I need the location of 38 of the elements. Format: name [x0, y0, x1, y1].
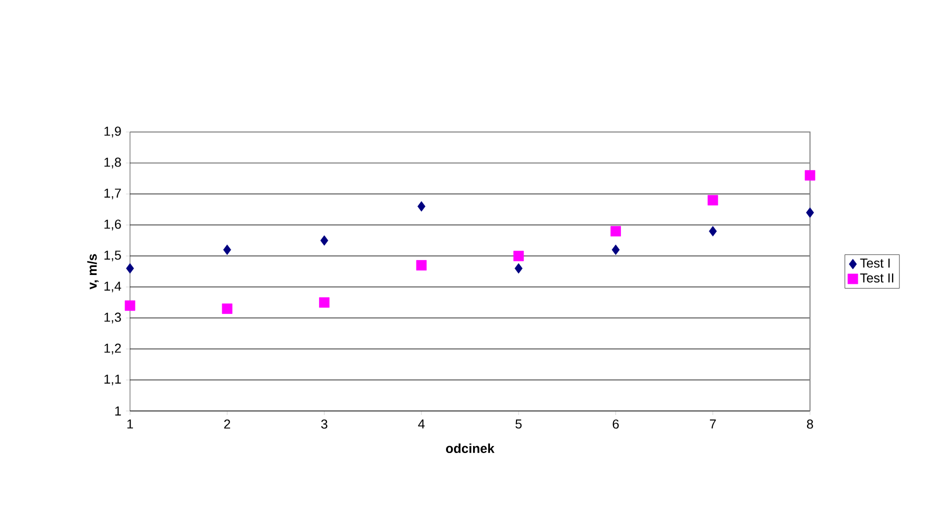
point	[514, 263, 523, 274]
point	[320, 235, 328, 246]
point	[319, 297, 330, 308]
x-tick-label: 1	[127, 420, 133, 428]
y-tick-label: 1,3	[104, 312, 121, 324]
point	[708, 226, 717, 236]
point	[124, 300, 136, 311]
point	[416, 260, 427, 270]
x-axis-title: odcinek	[446, 443, 494, 454]
point	[612, 244, 620, 255]
legend-label: Test II	[860, 273, 894, 283]
y-tick-label: 1	[115, 406, 121, 416]
point	[223, 244, 232, 255]
x-tick-label: 3	[321, 419, 328, 429]
y-tick-label: 1,9	[104, 126, 121, 138]
y-tick-label: 1,4	[104, 282, 122, 292]
legend-label: Test I	[860, 258, 890, 268]
y-tick-label: 1,7	[104, 188, 121, 200]
x-tick-label: 6	[612, 419, 619, 429]
point	[513, 250, 524, 262]
point	[126, 263, 134, 274]
y-tick-label: 1,2	[104, 344, 121, 354]
point	[804, 170, 816, 181]
y-axis-title: v, m/s	[87, 254, 99, 290]
point	[806, 207, 814, 218]
point	[417, 201, 426, 212]
x-tick-label: 7	[710, 420, 716, 428]
x-tick-label: 2	[224, 419, 230, 429]
y-tick-label: 1,8	[104, 158, 121, 168]
y-tick-label: 1,5	[104, 250, 121, 262]
y-tick-label: 1,1	[104, 374, 121, 386]
point	[222, 303, 232, 314]
point	[610, 226, 621, 236]
x-tick-label: 5	[515, 420, 522, 429]
point	[708, 194, 718, 206]
x-tick-label: 8	[806, 419, 814, 429]
y-tick-label: 1,6	[104, 220, 121, 230]
x-tick-label: 4	[418, 420, 425, 428]
